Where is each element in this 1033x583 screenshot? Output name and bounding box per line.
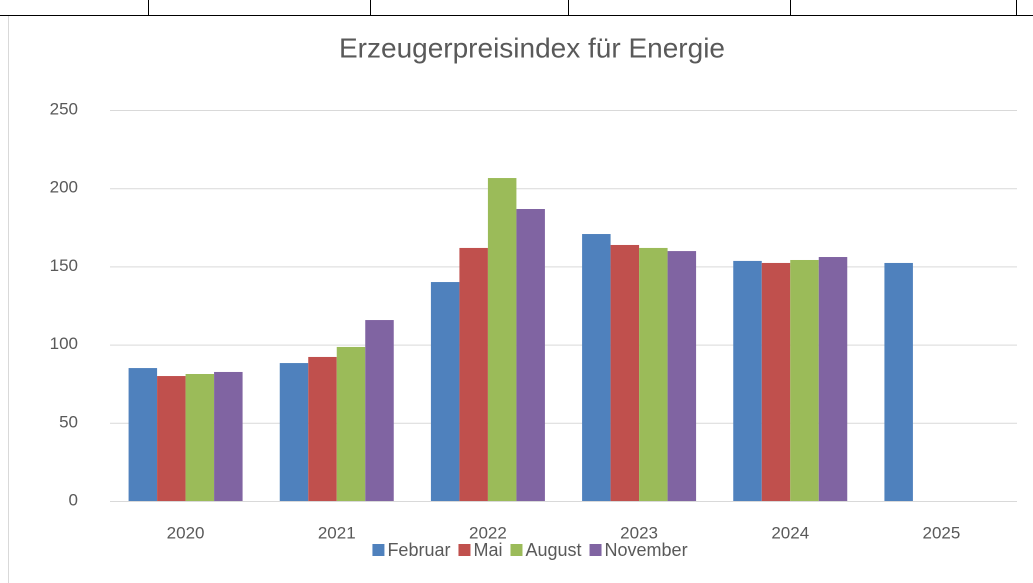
- bar: [761, 262, 791, 501]
- y-tick-label: 100: [50, 334, 78, 353]
- bar: [459, 247, 488, 501]
- bar: [733, 260, 762, 501]
- x-tick-label: 2022: [469, 523, 507, 542]
- bar: [279, 363, 309, 501]
- bar: [818, 257, 848, 501]
- legend-swatch: [372, 544, 385, 556]
- bar: [639, 247, 668, 501]
- bar: [185, 374, 215, 501]
- bar: [336, 346, 366, 501]
- chart-title: Erzeugerpreisindex für Energie: [339, 32, 725, 63]
- y-tick-label: 250: [50, 99, 78, 118]
- document-table-border: [0, 0, 1033, 16]
- bar: [487, 178, 517, 501]
- bar: [516, 209, 545, 501]
- legend-swatch: [510, 544, 523, 556]
- y-tick-label: 0: [69, 490, 78, 509]
- legend-swatch: [589, 544, 602, 556]
- y-tick-label: 50: [59, 412, 78, 431]
- bar: [128, 368, 158, 501]
- bar: [667, 251, 697, 501]
- bar: [157, 376, 186, 501]
- legend-label: Februar: [387, 540, 450, 560]
- legend-swatch: [458, 544, 471, 556]
- x-tick-label: 2021: [318, 523, 356, 542]
- x-tick-label: 2025: [923, 523, 961, 542]
- bar: [430, 282, 460, 501]
- x-tick-label: 2020: [167, 523, 205, 542]
- bar: [582, 234, 611, 501]
- y-tick-label: 200: [50, 178, 78, 197]
- legend-label: Mai: [473, 540, 502, 560]
- bar: [308, 356, 337, 501]
- bar: [884, 262, 913, 501]
- bar: [365, 320, 394, 501]
- bar: [214, 371, 243, 501]
- y-tick-label: 150: [50, 256, 78, 275]
- x-tick-label: 2024: [771, 523, 809, 542]
- x-tick-label: 2023: [620, 523, 658, 542]
- legend-label: November: [605, 540, 688, 560]
- bar: [610, 244, 640, 501]
- legend-label: August: [525, 540, 581, 560]
- bar: [790, 259, 819, 501]
